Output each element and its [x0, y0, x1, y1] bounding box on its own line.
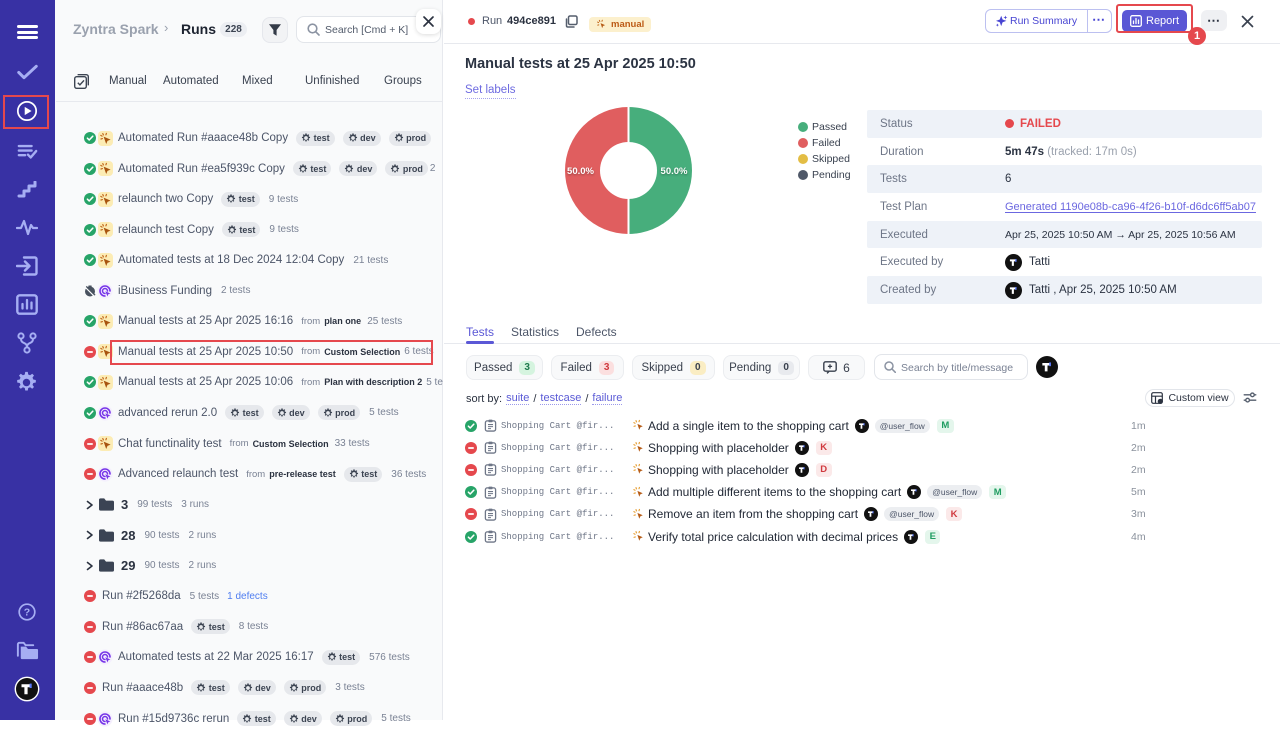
svg-text:50.0%: 50.0%: [661, 166, 688, 177]
svg-text:?: ?: [24, 607, 30, 619]
svg-text:50.0%: 50.0%: [567, 166, 594, 177]
